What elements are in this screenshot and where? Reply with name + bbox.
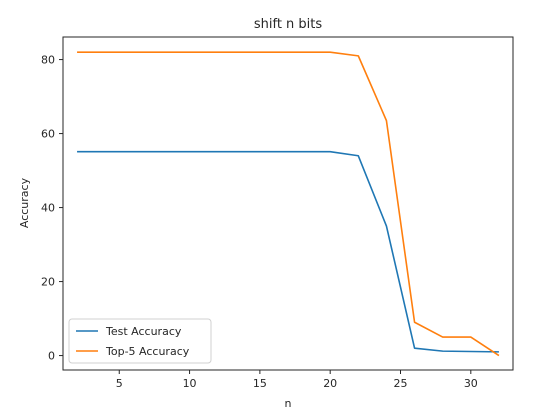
- x-axis-label: n: [285, 397, 292, 410]
- y-axis-ticks: 0 20 40 60 80: [41, 54, 63, 363]
- x-tick-label: 30: [464, 377, 478, 390]
- y-tick-label: 40: [41, 202, 55, 215]
- x-tick-label: 20: [323, 377, 337, 390]
- legend-label-top5-accuracy: Top-5 Accuracy: [105, 345, 190, 358]
- y-axis-label: Accuracy: [18, 177, 31, 228]
- series-line-test-accuracy: [77, 150, 499, 353]
- series-lines: [77, 51, 500, 357]
- x-tick-label: 10: [183, 377, 197, 390]
- chart-title: shift n bits: [254, 17, 323, 32]
- x-tick-label: 5: [116, 377, 123, 390]
- x-tick-label: 25: [394, 377, 408, 390]
- x-tick-label: 15: [253, 377, 267, 390]
- y-tick-label: 60: [41, 128, 55, 141]
- y-tick-label: 80: [41, 54, 55, 67]
- series-line-top-5-accuracy: [77, 51, 500, 357]
- x-axis-ticks: 5 10 15 20 25 30: [116, 370, 478, 390]
- plot-area: [62, 36, 514, 371]
- legend-box: [68, 318, 212, 364]
- legend: Test Accuracy Top-5 Accuracy: [68, 318, 212, 364]
- y-tick-label: 0: [48, 350, 55, 363]
- y-tick-label: 20: [41, 276, 55, 289]
- legend-label-test-accuracy: Test Accuracy: [105, 325, 182, 338]
